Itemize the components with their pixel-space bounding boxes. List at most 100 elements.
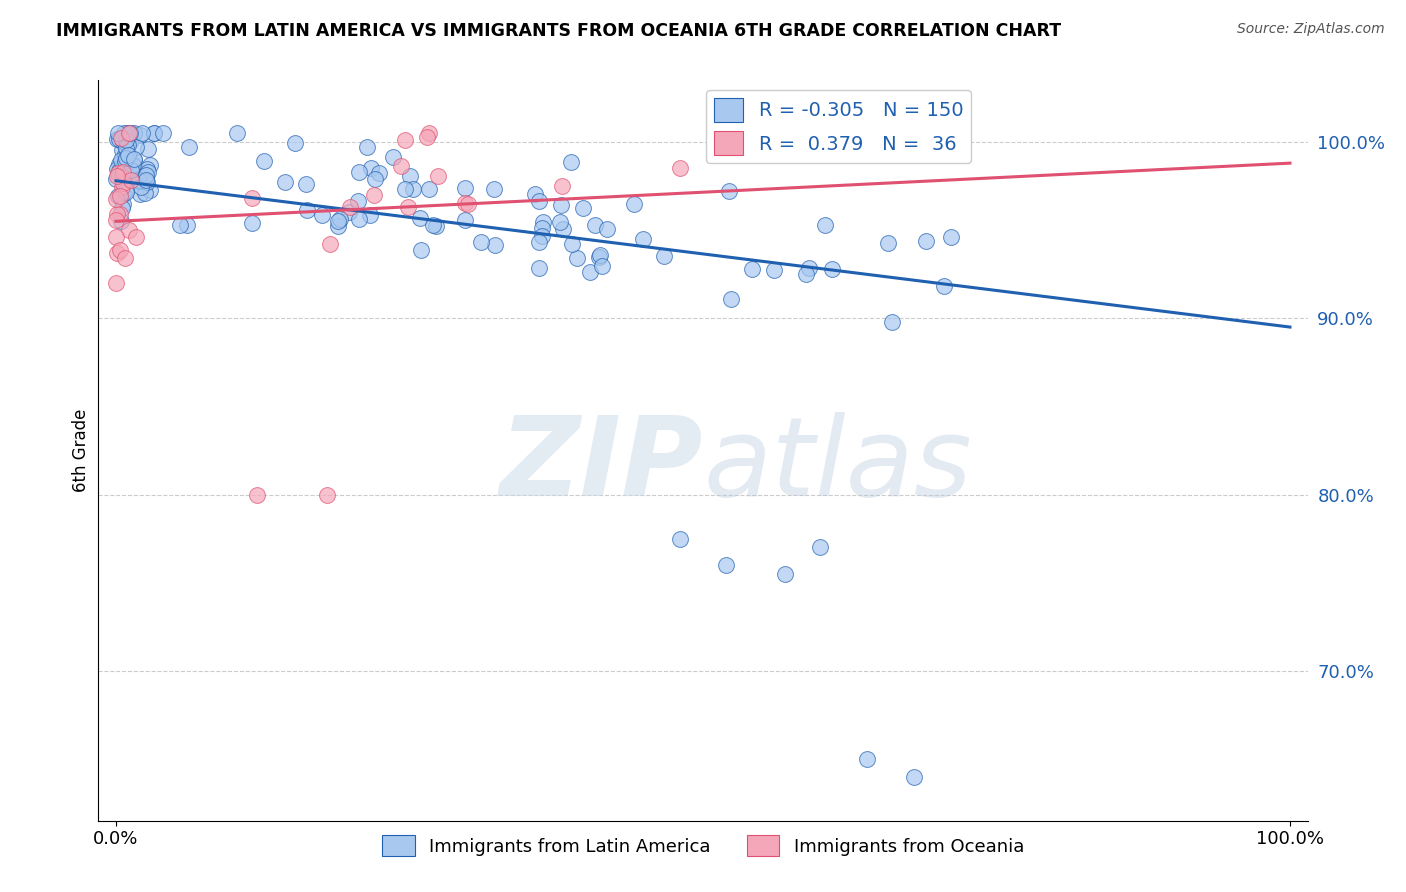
- Legend: Immigrants from Latin America, Immigrants from Oceania: Immigrants from Latin America, Immigrant…: [375, 828, 1031, 863]
- Point: [389, 159, 412, 173]
- Point: [117, 126, 139, 140]
- Point: [110, 153, 132, 167]
- Point: [939, 229, 962, 244]
- Point: [274, 175, 297, 189]
- Point: [426, 169, 449, 184]
- Point: [550, 198, 572, 212]
- Point: [394, 133, 416, 147]
- Point: [122, 126, 145, 140]
- Point: [668, 161, 690, 176]
- Point: [339, 205, 361, 219]
- Point: [529, 235, 551, 249]
- Point: [112, 126, 135, 140]
- Point: [551, 179, 574, 194]
- Point: [762, 263, 785, 277]
- Point: [152, 126, 174, 140]
- Text: Source: ZipAtlas.com: Source: ZipAtlas.com: [1237, 22, 1385, 37]
- Point: [363, 187, 385, 202]
- Point: [329, 212, 352, 227]
- Point: [531, 215, 554, 229]
- Point: [105, 276, 128, 290]
- Point: [356, 139, 378, 153]
- Point: [876, 235, 898, 250]
- Point: [360, 161, 382, 176]
- Point: [418, 126, 440, 140]
- Point: [572, 201, 595, 215]
- Point: [880, 315, 903, 329]
- Point: [136, 142, 159, 156]
- Point: [799, 261, 821, 276]
- Point: [773, 566, 796, 581]
- Point: [135, 173, 157, 187]
- Point: [107, 166, 129, 180]
- Point: [117, 126, 139, 140]
- Point: [111, 173, 134, 187]
- Point: [143, 126, 166, 140]
- Point: [131, 126, 153, 140]
- Point: [112, 186, 135, 201]
- Point: [135, 175, 157, 189]
- Point: [717, 184, 740, 198]
- Text: atlas: atlas: [703, 412, 972, 519]
- Point: [111, 176, 134, 190]
- Point: [422, 219, 444, 233]
- Point: [550, 215, 572, 229]
- Point: [561, 237, 583, 252]
- Point: [409, 211, 432, 226]
- Point: [120, 132, 142, 146]
- Point: [246, 487, 269, 501]
- Point: [139, 158, 162, 172]
- Point: [121, 159, 143, 173]
- Point: [111, 170, 134, 185]
- Point: [122, 158, 145, 172]
- Point: [418, 182, 440, 196]
- Point: [326, 214, 349, 228]
- Point: [118, 126, 141, 140]
- Point: [136, 165, 159, 179]
- Point: [129, 186, 152, 201]
- Point: [253, 153, 276, 168]
- Text: IMMIGRANTS FROM LATIN AMERICA VS IMMIGRANTS FROM OCEANIA 6TH GRADE CORRELATION C: IMMIGRANTS FROM LATIN AMERICA VS IMMIGRA…: [56, 22, 1062, 40]
- Point: [402, 182, 425, 196]
- Point: [117, 163, 139, 178]
- Point: [108, 132, 131, 146]
- Point: [117, 169, 139, 183]
- Point: [111, 180, 134, 194]
- Point: [115, 133, 138, 147]
- Point: [367, 166, 389, 180]
- Point: [225, 126, 247, 140]
- Point: [115, 134, 138, 148]
- Point: [111, 143, 134, 157]
- Point: [808, 541, 831, 555]
- Point: [143, 126, 166, 140]
- Point: [583, 218, 606, 232]
- Point: [108, 244, 131, 258]
- Point: [110, 214, 132, 228]
- Point: [934, 278, 956, 293]
- Point: [118, 172, 141, 186]
- Point: [560, 155, 582, 169]
- Point: [284, 136, 307, 150]
- Point: [114, 154, 136, 169]
- Point: [122, 153, 145, 167]
- Point: [169, 218, 191, 232]
- Point: [668, 532, 690, 546]
- Point: [121, 171, 143, 186]
- Point: [394, 182, 416, 196]
- Point: [349, 165, 371, 179]
- Point: [527, 194, 550, 209]
- Point: [122, 153, 145, 167]
- Point: [240, 191, 263, 205]
- Point: [794, 267, 817, 281]
- Point: [115, 158, 138, 172]
- Point: [454, 181, 477, 195]
- Point: [114, 251, 136, 265]
- Point: [129, 179, 152, 194]
- Point: [120, 173, 142, 187]
- Point: [578, 265, 600, 279]
- Point: [117, 138, 139, 153]
- Text: ZIP: ZIP: [499, 412, 703, 519]
- Point: [135, 161, 157, 176]
- Point: [814, 218, 837, 232]
- Point: [108, 207, 131, 221]
